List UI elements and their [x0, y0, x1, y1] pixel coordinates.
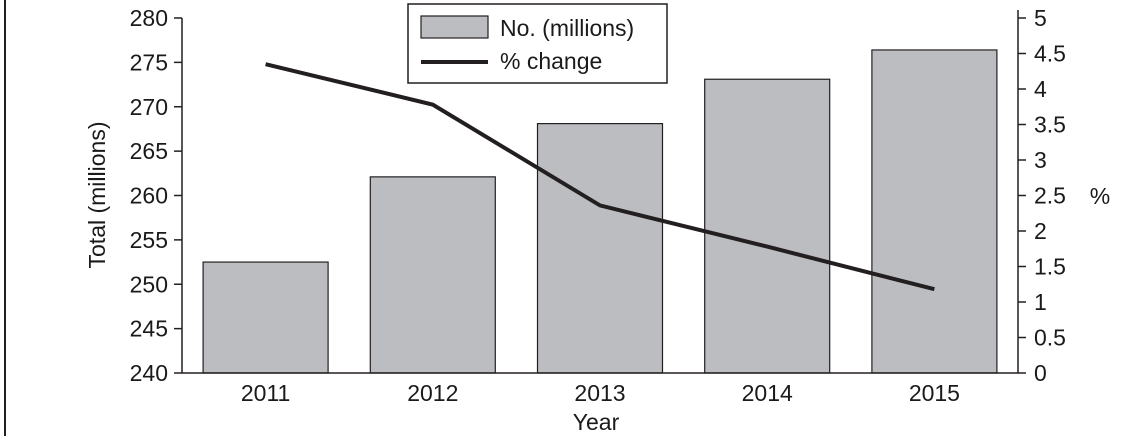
right-y-tick-labels: 0 0.5 1 1.5 2 2.5 3 3.5 4 4.5 5	[1034, 5, 1066, 386]
x-tick-label-2011: 2011	[241, 380, 290, 406]
bar-2011	[202, 261, 329, 374]
left-y-tick-label: 250	[130, 271, 168, 297]
right-y-tick-label: 3	[1034, 147, 1047, 173]
legend-bar-label: No. (millions)	[500, 15, 634, 41]
legend-line-label: % change	[500, 48, 602, 74]
right-y-tick-label: 1	[1034, 289, 1047, 315]
bar-2013	[536, 123, 664, 374]
bar-series	[202, 49, 998, 374]
x-tick-labels: 2011 2012 2013 2014 2015	[241, 380, 960, 406]
bar-2014	[704, 78, 831, 374]
x-tick-label-2014: 2014	[742, 380, 793, 406]
percent-change-line	[265, 62, 935, 292]
left-y-tick-label: 240	[130, 360, 168, 386]
left-y-tick-label: 275	[130, 49, 168, 75]
y2-axis-title: %	[1090, 183, 1110, 209]
bar-2012	[369, 176, 496, 374]
left-y-tick-label: 255	[130, 227, 168, 253]
axes	[174, 10, 1026, 374]
y-axis-title: Total (millions)	[84, 122, 110, 269]
left-y-tick-label: 270	[130, 94, 168, 120]
x-tick-label-2012: 2012	[407, 380, 458, 406]
right-y-tick-label: 2	[1034, 218, 1047, 244]
left-y-tick-label: 280	[130, 5, 168, 31]
x-axis-title: Year	[573, 409, 620, 435]
right-y-tick-label: 1.5	[1034, 254, 1066, 280]
right-y-tick-label: 4	[1034, 76, 1047, 102]
right-y-tick-label: 2.5	[1034, 183, 1066, 209]
legend-bar-swatch	[420, 15, 489, 39]
right-y-tick-label: 3.5	[1034, 112, 1066, 138]
left-y-tick-label: 260	[130, 183, 168, 209]
right-y-tick-label: 4.5	[1034, 41, 1066, 67]
left-y-tick-label: 265	[130, 138, 168, 164]
left-y-tick-label: 245	[130, 316, 168, 342]
right-y-tick-label: 5	[1034, 5, 1047, 31]
legend: No. (millions) % change	[407, 3, 668, 84]
x-tick-label-2015: 2015	[909, 380, 960, 406]
left-y-tick-labels: 240 245 250 255 260 265 270 275 280	[130, 5, 168, 386]
bar-2015	[871, 49, 998, 374]
right-y-tick-label: 0.5	[1034, 325, 1066, 351]
right-y-tick-label: 0	[1034, 360, 1047, 386]
x-tick-label-2013: 2013	[574, 380, 625, 406]
